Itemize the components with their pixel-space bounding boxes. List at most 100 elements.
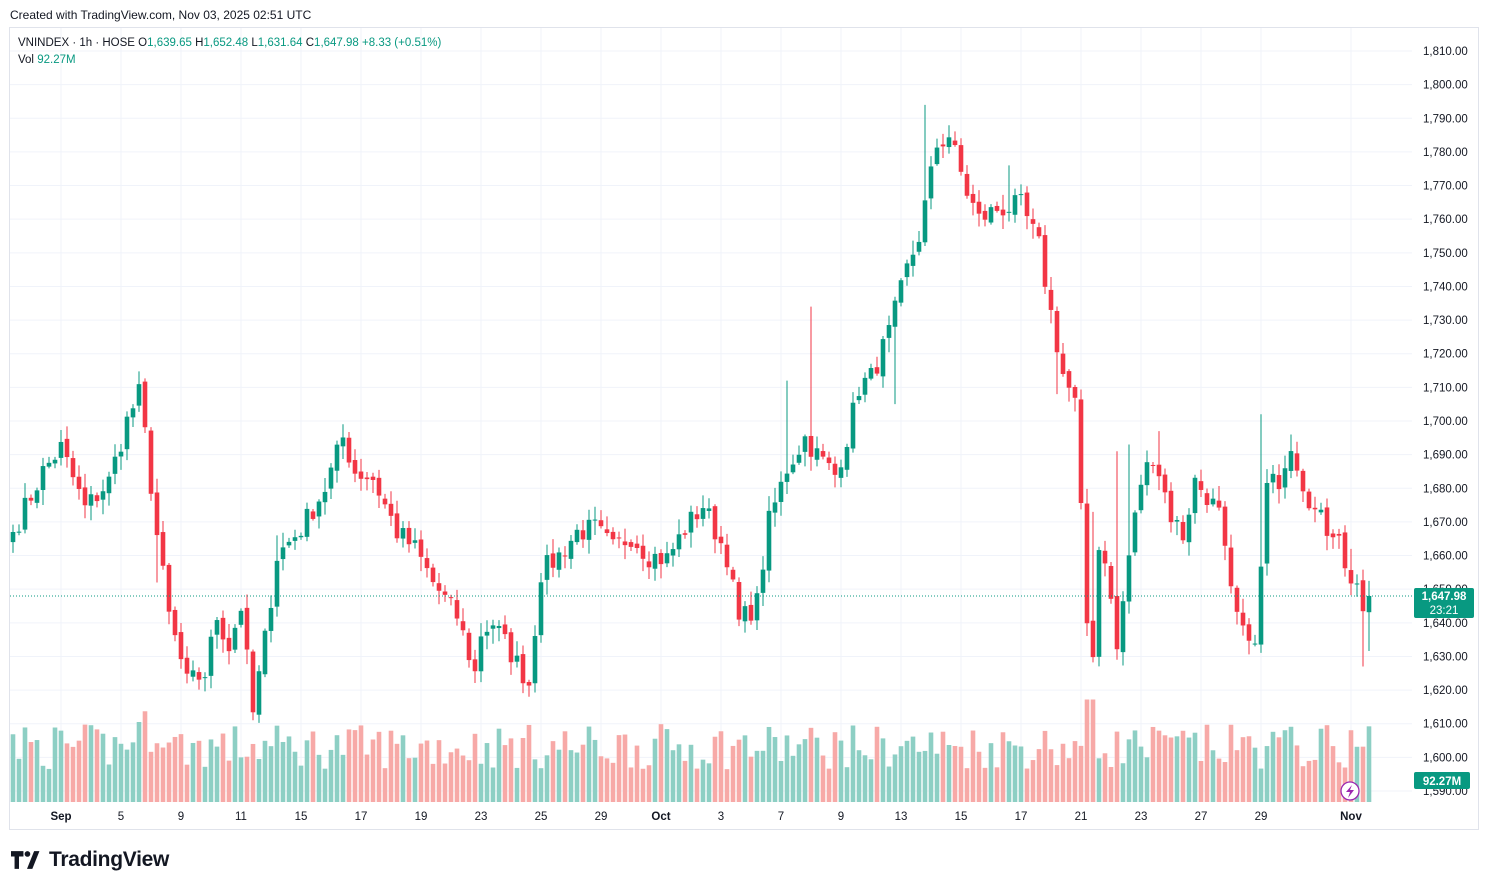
volume-bar (1042, 730, 1048, 802)
volume-bar (682, 760, 688, 802)
candle-body (622, 541, 628, 546)
candle-body (454, 600, 460, 619)
legend-vol-label[interactable]: Vol (18, 54, 34, 66)
volume-bar (226, 760, 232, 802)
volume-bar (382, 768, 388, 802)
volume-bar (70, 746, 76, 802)
volume-bar (1312, 759, 1318, 802)
candle-body (598, 520, 604, 527)
volume-bar (202, 766, 208, 802)
volume-bar (424, 740, 430, 802)
volume-bar (52, 727, 58, 802)
volume-bar (88, 725, 94, 802)
volume-bar (832, 732, 838, 802)
candle-body (208, 636, 214, 676)
volume-bar (1054, 765, 1060, 802)
price-axis-label: 1,810.00 (1423, 46, 1468, 58)
volume-bar (154, 743, 160, 802)
lightning-icon-glyph (1346, 785, 1354, 798)
candles (10, 104, 1372, 723)
volume-bar (1282, 730, 1288, 802)
volume-bar (76, 740, 82, 802)
candle-body (136, 384, 142, 406)
price-axis-label: 1,760.00 (1423, 214, 1468, 226)
candle-body (694, 514, 700, 520)
candle-body (1330, 533, 1336, 538)
candle-body (856, 396, 862, 401)
candle-body (202, 677, 208, 679)
candle-body (16, 531, 22, 533)
candle-body (892, 300, 898, 327)
candle-body (1186, 514, 1192, 543)
candle-body (874, 367, 880, 374)
candle-body (808, 435, 814, 457)
candle-body (154, 492, 160, 536)
candle-body (844, 446, 850, 470)
volume-bar (190, 742, 196, 802)
time-axis-label: 15 (295, 811, 308, 823)
price-axis-label: 1,680.00 (1423, 483, 1468, 495)
candle-body (256, 671, 262, 715)
candle-body (784, 473, 790, 482)
volume-bar (94, 729, 100, 802)
candle-body (640, 545, 646, 559)
candle-body (358, 471, 364, 479)
volume-bar (1030, 760, 1036, 802)
candle-body (1210, 498, 1216, 505)
candle-body (88, 494, 94, 506)
volume-bar (1198, 760, 1204, 802)
volume-bar (262, 740, 268, 802)
candle-body (244, 607, 250, 650)
volume-bar (784, 735, 790, 802)
volume-bar (712, 736, 718, 802)
volume-bar (208, 739, 214, 802)
volume-bar (358, 725, 364, 802)
volume-bar (514, 767, 520, 802)
volume-bar (1168, 737, 1174, 802)
time-axis-label: 5 (118, 811, 124, 823)
candle-body (502, 624, 508, 635)
candle-body (862, 377, 868, 395)
legend-symbol[interactable]: VNINDEX · 1h · HOSE (18, 37, 135, 49)
candle-body (1102, 550, 1108, 564)
volume-bar (928, 732, 934, 802)
candle-body (46, 462, 52, 467)
volume-bar (502, 745, 508, 802)
volume-bar (316, 754, 322, 802)
volume-bar (1036, 749, 1042, 802)
volume-bar (1204, 724, 1210, 802)
tradingview-logo[interactable]: TradingView (11, 848, 169, 872)
volume-bar (664, 729, 670, 802)
legend-open-value: 1,639.65 (147, 37, 192, 49)
volume-bar (940, 731, 946, 802)
candle-body (58, 441, 64, 458)
candle-body (82, 487, 88, 506)
last-price-countdown: 23:21 (1430, 605, 1459, 617)
volume-bar (868, 759, 874, 802)
volume-bar (34, 740, 40, 802)
volume-bar (844, 767, 850, 802)
candle-body (748, 604, 754, 621)
candle-body (688, 511, 694, 533)
time-axis-label: 23 (1135, 811, 1148, 823)
candle-body (514, 655, 520, 662)
candle-body (424, 558, 430, 569)
volume-bar (1156, 730, 1162, 802)
candle-body (982, 210, 988, 220)
volume-bar (220, 733, 226, 802)
volume-bar (520, 737, 526, 802)
candle-body (538, 582, 544, 636)
time-axis: Sep 5 9 11 15 17 19 23 25 29 Oct 3 7 9 13 15 17 21 23 27 29 N… (50, 811, 1362, 823)
candle-body (292, 537, 298, 541)
candle-body (1114, 596, 1120, 650)
candle-body (52, 459, 58, 464)
candle-body (508, 632, 514, 663)
candle-body (1198, 481, 1204, 490)
candle-body (1042, 235, 1048, 287)
volume-bar (742, 735, 748, 802)
volume-bar (1330, 746, 1336, 802)
volume-bar (334, 735, 340, 802)
price-axis-label: 1,640.00 (1423, 618, 1468, 630)
volume-bar (472, 733, 478, 802)
